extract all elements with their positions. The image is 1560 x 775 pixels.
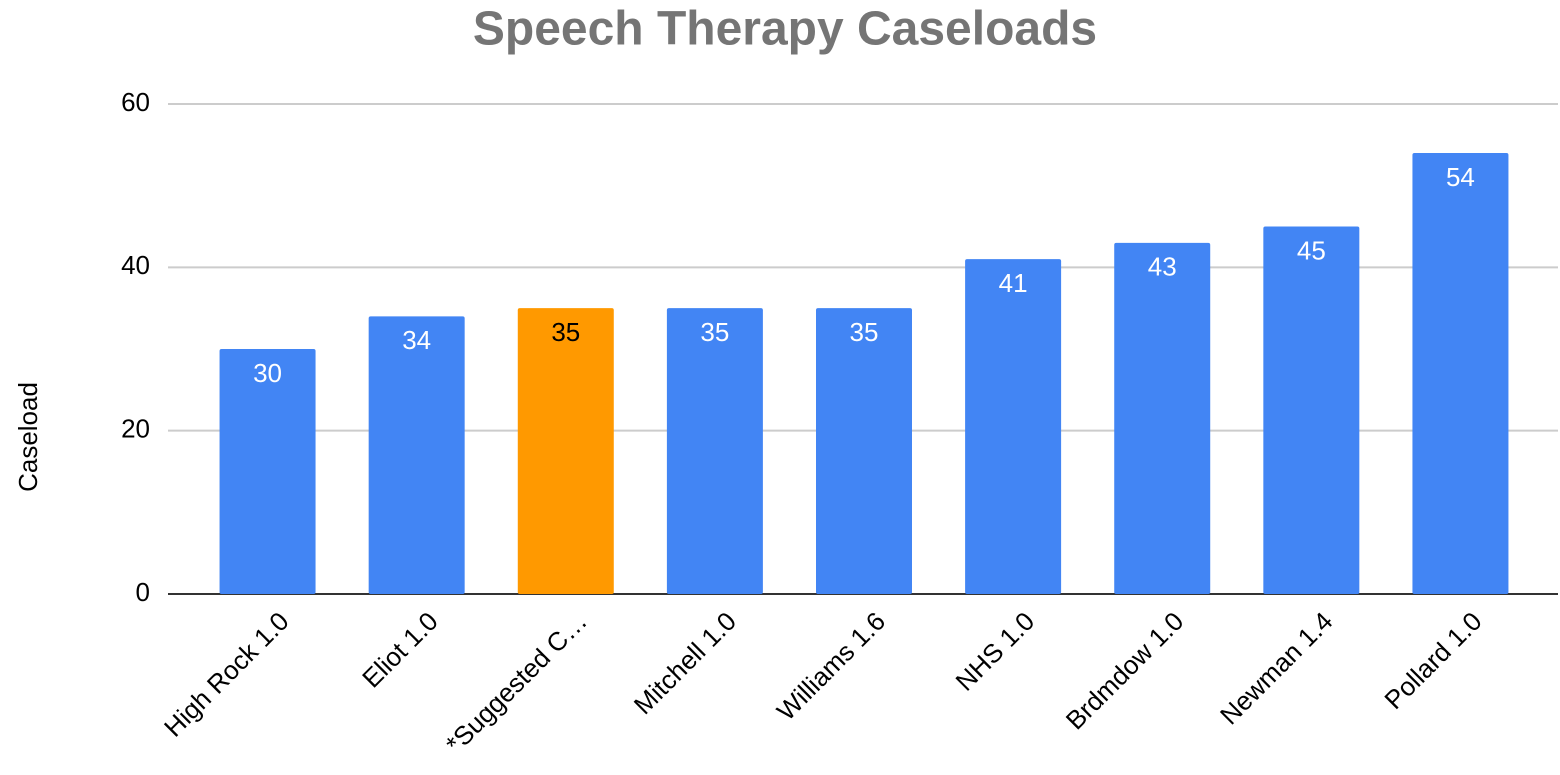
y-axis-label: Caseload: [13, 382, 43, 492]
x-tick-label: Williams 1.6: [771, 606, 891, 726]
value-label: 35: [700, 317, 729, 347]
x-tick-label: *Suggested C…: [440, 606, 593, 759]
y-tick-label: 20: [121, 414, 150, 444]
value-label: 30: [253, 358, 282, 388]
x-tick-label: NHS 1.0: [950, 606, 1041, 697]
bar: [965, 259, 1062, 594]
value-label: 43: [1148, 252, 1177, 282]
x-tick-label: Mitchell 1.0: [628, 606, 742, 720]
y-tick-label: 60: [121, 87, 150, 117]
chart-title: Speech Therapy Caseloads: [473, 3, 1097, 56]
y-tick-label: 40: [121, 250, 150, 280]
x-tick-label: Pollard 1.0: [1378, 606, 1487, 715]
bar: [368, 316, 465, 594]
x-tick-label: High Rock 1.0: [158, 606, 295, 743]
x-tick-label: Eliot 1.0: [356, 606, 444, 694]
value-label: 45: [1297, 235, 1326, 265]
bar: [1263, 226, 1360, 594]
bar: [1114, 242, 1211, 595]
bar: [517, 308, 614, 594]
value-label: 35: [551, 317, 580, 347]
x-tick-label: Newman 1.4: [1214, 606, 1338, 730]
bar: [666, 308, 763, 594]
value-label: 35: [850, 317, 879, 347]
value-label: 54: [1446, 162, 1475, 192]
value-label: 41: [999, 268, 1028, 298]
bar: [1412, 153, 1509, 594]
bar: [219, 349, 316, 594]
y-tick-label: 0: [136, 577, 150, 607]
x-tick-label: Brdmdow 1.0: [1060, 606, 1190, 736]
value-label: 34: [402, 325, 431, 355]
bar: [816, 308, 912, 594]
